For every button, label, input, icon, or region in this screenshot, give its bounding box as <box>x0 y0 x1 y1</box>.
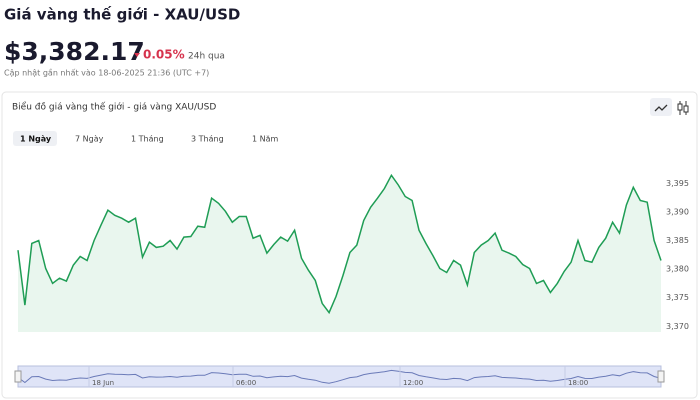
line-chart-button[interactable] <box>650 98 672 116</box>
navigator-label: 06:00 <box>236 379 256 387</box>
range-tab[interactable]: 1 Năm <box>252 135 279 144</box>
y-tick-label: 3,390 <box>666 207 689 216</box>
chart-panel <box>1 91 698 399</box>
y-tick-label: 3,395 <box>666 179 689 188</box>
y-tick-label: 3,385 <box>666 236 689 245</box>
price: $3,382.17 <box>4 37 145 66</box>
navigator-label: 18:00 <box>568 379 588 387</box>
tab-selected-bg <box>13 131 57 146</box>
navigator-label: 18 Jun <box>92 379 114 387</box>
range-tab[interactable]: 1 Tháng <box>131 135 164 144</box>
panel-title: Biểu đồ giá vàng thế giới - giá vàng XAU… <box>12 102 216 113</box>
y-tick-label: 3,375 <box>666 293 689 302</box>
period: 24h qua <box>188 52 225 62</box>
page-title: Giá vàng thế giới - XAU/USD <box>4 5 240 24</box>
navigator-line <box>17 369 662 384</box>
navigator-label: 12:00 <box>403 379 423 387</box>
down-icon <box>134 53 140 57</box>
range-tab[interactable]: 3 Tháng <box>191 135 224 144</box>
y-tick-label: 3,380 <box>666 265 689 274</box>
updated: Cập nhật gần nhất vào 18-06-2025 21:36 (… <box>4 68 209 79</box>
navigator-handle[interactable] <box>657 370 665 383</box>
navigator-handle[interactable] <box>14 370 22 383</box>
range-tab[interactable]: 7 Ngày <box>75 135 104 144</box>
change: 0.05% <box>143 48 185 62</box>
range-tab[interactable]: 1 Ngày <box>20 135 52 144</box>
line-icon <box>654 104 668 112</box>
price-line <box>17 173 662 315</box>
area-fill <box>18 175 661 332</box>
y-tick-label: 3,370 <box>666 322 689 331</box>
